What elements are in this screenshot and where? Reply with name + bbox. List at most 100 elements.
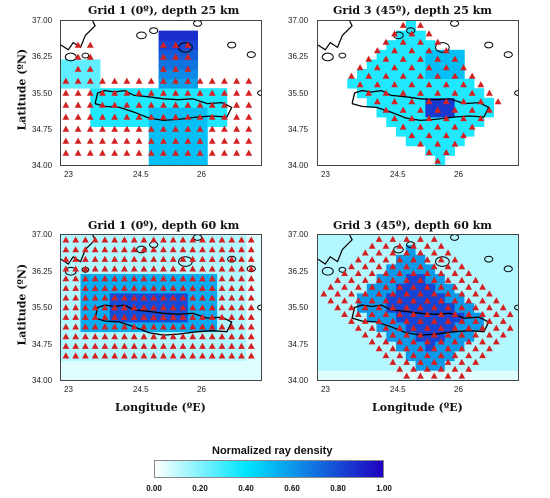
station-triangle xyxy=(403,331,411,338)
station-triangle xyxy=(179,265,187,272)
density-cell xyxy=(396,370,407,380)
density-cell xyxy=(100,107,111,118)
station-triangle xyxy=(399,21,407,28)
density-cell xyxy=(464,370,475,380)
density-cell xyxy=(148,88,159,99)
station-triangle xyxy=(389,249,397,256)
station-triangle xyxy=(375,276,383,283)
station-triangle xyxy=(375,304,383,311)
density-cell xyxy=(483,97,495,108)
density-cell xyxy=(493,351,504,362)
station-triangle xyxy=(233,89,241,96)
station-triangle xyxy=(375,235,383,242)
density-cell xyxy=(337,341,348,352)
station-triangle xyxy=(101,333,109,340)
station-triangle xyxy=(101,352,109,359)
density-cell xyxy=(474,283,485,294)
station-triangle xyxy=(442,115,450,122)
station-triangle xyxy=(382,324,390,331)
station-triangle xyxy=(233,149,241,156)
station-markers xyxy=(348,21,502,164)
density-cell xyxy=(425,370,436,380)
station-triangle xyxy=(160,125,167,132)
station-triangle xyxy=(189,304,197,311)
density-cell xyxy=(474,273,485,284)
density-cell xyxy=(376,49,387,60)
density-cell xyxy=(444,273,455,284)
y-tick-3-3: 34.75 xyxy=(32,340,53,349)
station-triangle xyxy=(147,89,155,96)
station-triangle xyxy=(334,304,342,311)
station-triangle xyxy=(382,256,390,263)
density-cell xyxy=(415,351,426,362)
station-triangle xyxy=(86,137,94,144)
density-cell xyxy=(256,254,261,265)
density-cell xyxy=(187,370,198,380)
density-cell xyxy=(357,235,368,246)
y-tick-1-3: 34.75 xyxy=(32,125,53,134)
density-cell xyxy=(415,322,426,333)
station-triangle xyxy=(437,310,445,318)
density-cell xyxy=(435,331,446,342)
density-cell xyxy=(148,360,159,371)
density-cell xyxy=(217,370,228,380)
station-triangle xyxy=(62,333,70,340)
station-triangle xyxy=(81,255,89,262)
station-triangle xyxy=(218,246,226,253)
density-cell xyxy=(168,360,179,371)
station-triangle xyxy=(160,304,167,311)
density-cell xyxy=(405,351,416,362)
station-triangle xyxy=(391,64,398,71)
density-cell xyxy=(444,351,455,362)
map-panel-2 xyxy=(317,20,519,166)
station-triangle xyxy=(391,47,398,54)
station-triangle xyxy=(179,304,187,311)
density-cell xyxy=(464,264,475,275)
density-cell xyxy=(513,244,518,255)
density-cell xyxy=(454,88,465,99)
station-triangle xyxy=(391,81,398,88)
density-cell xyxy=(464,331,475,342)
density-cell xyxy=(376,341,387,352)
station-triangle xyxy=(368,338,376,345)
station-triangle xyxy=(86,41,94,48)
station-triangle xyxy=(437,351,445,359)
station-triangle xyxy=(437,297,445,304)
station-triangle xyxy=(410,365,417,372)
station-triangle xyxy=(417,21,424,28)
station-triangle xyxy=(74,113,82,120)
density-cell xyxy=(396,40,407,51)
density-cell xyxy=(178,97,189,108)
station-triangle xyxy=(437,365,445,372)
density-cell xyxy=(444,136,455,147)
density-cell xyxy=(503,244,514,255)
island-coastline xyxy=(192,21,203,27)
colorbar-tick-4: 0.80 xyxy=(330,484,346,493)
density-cell xyxy=(318,322,329,333)
density-cell xyxy=(493,370,504,380)
station-triangle xyxy=(458,331,466,338)
density-cell xyxy=(386,78,397,89)
station-triangle xyxy=(74,53,82,60)
density-cell xyxy=(493,341,504,352)
station-triangle xyxy=(189,294,197,301)
station-triangle xyxy=(169,333,177,340)
station-triangle xyxy=(172,149,180,156)
station-triangle xyxy=(238,313,245,320)
density-cell xyxy=(425,283,436,294)
station-triangle xyxy=(172,65,180,72)
station-triangle xyxy=(465,269,473,277)
density-cell xyxy=(454,312,465,323)
station-triangle xyxy=(184,77,192,84)
x-tick-3-0: 23 xyxy=(64,385,73,394)
station-triangle xyxy=(101,304,109,311)
station-triangle xyxy=(150,342,158,349)
station-triangle xyxy=(247,313,255,320)
station-triangle xyxy=(341,310,348,318)
density-cell xyxy=(386,97,397,108)
island-coastline xyxy=(338,266,347,273)
y-tick-2-1: 36.25 xyxy=(288,52,309,61)
station-triangle xyxy=(160,352,167,359)
station-triangle xyxy=(101,236,109,243)
density-cell xyxy=(503,331,514,342)
